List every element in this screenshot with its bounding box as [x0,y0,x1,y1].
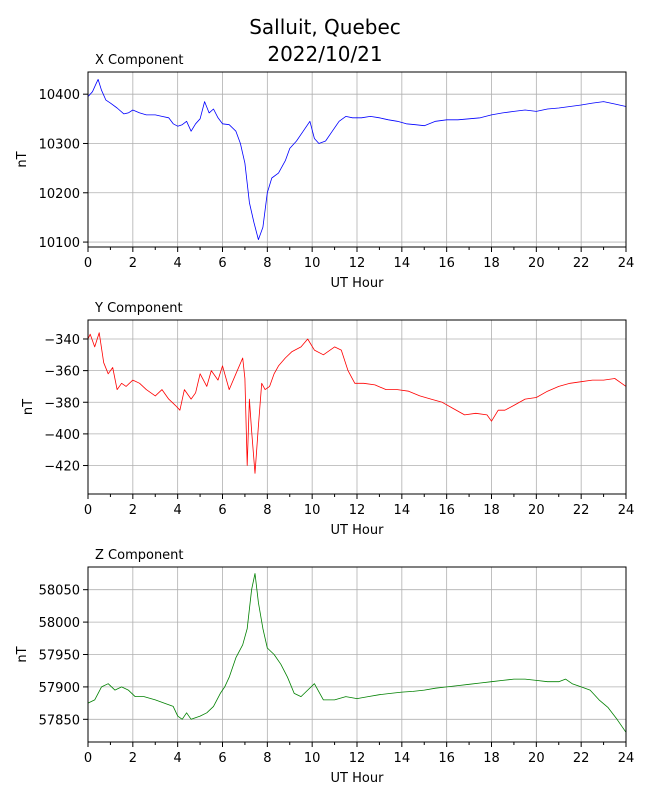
x-tick-label: 4 [174,503,182,518]
x-tick-label: 16 [438,503,455,518]
y-tick-label: 10400 [39,88,80,103]
figure-title-line2: 2022/10/21 [267,42,382,66]
x-axis-label: UT Hour [331,276,385,291]
x-tick-label: 10 [304,256,321,271]
series-line-x [87,79,627,240]
panel-x-title: X Component [95,53,184,68]
x-tick-label: 20 [528,751,545,766]
x-axis-label: UT Hour [331,771,385,786]
x-tick-label: 22 [573,751,590,766]
y-tick-label: −360 [44,365,80,380]
x-tick-label: 4 [174,751,182,766]
x-tick-label: 20 [528,256,545,271]
x-tick-label: 0 [84,503,92,518]
x-tick-label: 16 [438,256,455,271]
y-tick-label: 10200 [39,187,80,202]
x-tick-label: 8 [263,751,271,766]
x-tick-label: 0 [84,751,92,766]
y-axis-label: nT [15,151,30,167]
x-tick-label: 14 [394,503,411,518]
x-tick-label: 14 [394,751,411,766]
x-tick-label: 18 [483,751,500,766]
y-tick-label: 10300 [39,137,80,152]
y-tick-label: 57850 [39,713,80,728]
x-tick-label: 6 [218,751,226,766]
x-tick-label: 6 [218,256,226,271]
x-tick-label: 12 [349,751,366,766]
x-tick-label: 22 [573,503,590,518]
x-tick-label: 20 [528,503,545,518]
x-tick-label: 10 [304,503,321,518]
y-tick-label: −420 [44,460,80,475]
y-tick-label: 57900 [39,681,80,696]
x-tick-label: 4 [174,256,182,271]
x-tick-label: 2 [129,751,137,766]
x-tick-label: 14 [394,256,411,271]
x-tick-label: 6 [218,503,226,518]
x-tick-label: 2 [129,503,137,518]
x-tick-label: 24 [618,256,635,271]
y-tick-label: 10100 [39,236,80,251]
x-tick-label: 24 [618,503,635,518]
panel-z-title: Z Component [95,548,184,563]
y-axis-label: nT [21,399,36,415]
y-tick-label: −400 [44,428,80,443]
x-tick-label: 2 [129,256,137,271]
y-tick-label: 57950 [39,649,80,664]
x-tick-label: 16 [438,751,455,766]
x-axis-label: UT Hour [331,523,385,538]
x-tick-label: 18 [483,256,500,271]
x-tick-label: 22 [573,256,590,271]
x-tick-label: 12 [349,256,366,271]
y-axis-label: nT [15,646,30,662]
x-tick-label: 18 [483,503,500,518]
x-tick-label: 10 [304,751,321,766]
series-line-y [87,332,627,474]
panel-y-title: Y Component [94,301,183,316]
y-tick-label: 58050 [39,584,80,599]
x-tick-label: 24 [618,751,635,766]
x-tick-label: 8 [263,503,271,518]
series-line-z [87,573,627,733]
x-tick-label: 0 [84,256,92,271]
figure-title-line1: Salluit, Quebec [249,15,401,39]
x-tick-label: 8 [263,256,271,271]
y-tick-label: −380 [44,396,80,411]
y-tick-label: −340 [44,333,80,348]
x-tick-label: 12 [349,503,366,518]
y-tick-label: 58000 [39,616,80,631]
